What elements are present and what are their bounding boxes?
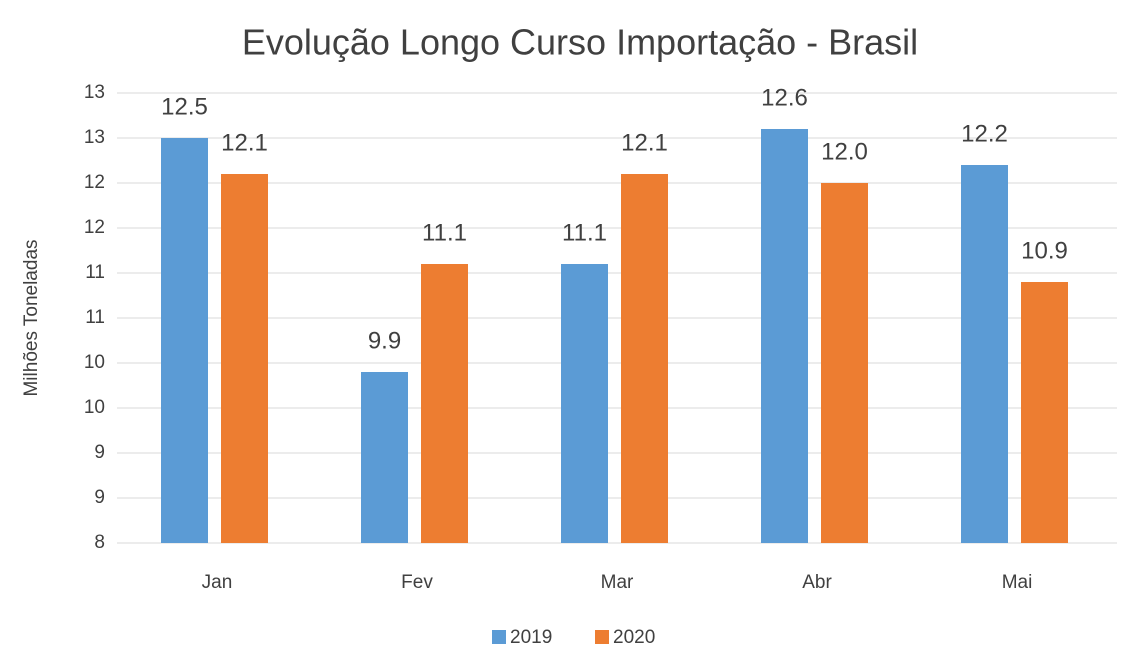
bar — [221, 174, 268, 543]
legend-label: 2020 — [613, 627, 655, 648]
y-tick-label: 11 — [85, 307, 105, 328]
bar — [821, 183, 868, 543]
bar — [161, 138, 208, 543]
y-tick-label: 10 — [84, 397, 105, 418]
value-label: 12.2 — [961, 120, 1008, 147]
legend-swatch — [595, 630, 609, 644]
y-tick-label: 9 — [94, 487, 105, 508]
bar — [761, 129, 808, 543]
chart-title: Evolução Longo Curso Importação - Brasil — [242, 22, 918, 63]
y-axis-label: Milhões Toneladas — [21, 239, 42, 396]
x-tick-label: Abr — [802, 572, 832, 593]
value-label: 12.6 — [761, 84, 808, 111]
value-label: 9.9 — [368, 327, 401, 354]
bar — [1021, 282, 1068, 543]
value-label: 11.1 — [562, 219, 607, 246]
y-tick-label: 12 — [84, 217, 105, 238]
y-tick-label: 11 — [85, 262, 105, 283]
x-tick-label: Mar — [601, 572, 634, 593]
bar — [361, 372, 408, 543]
x-tick-label: Fev — [401, 572, 433, 593]
y-tick-label: 8 — [94, 532, 105, 553]
value-label: 12.5 — [161, 93, 208, 120]
y-tick-label: 9 — [94, 442, 105, 463]
x-tick-label: Mai — [1002, 572, 1033, 593]
value-label: 12.1 — [221, 129, 268, 156]
y-tick-label: 13 — [84, 127, 105, 148]
value-label: 10.9 — [1021, 237, 1068, 264]
bar — [421, 264, 468, 543]
y-tick-label: 13 — [84, 82, 105, 103]
legend-swatch — [492, 630, 506, 644]
bar — [621, 174, 668, 543]
bar — [561, 264, 608, 543]
value-label: 12.1 — [621, 129, 668, 156]
bar — [961, 165, 1008, 543]
value-label: 11.1 — [422, 219, 467, 246]
x-tick-label: Jan — [202, 572, 233, 593]
value-label: 12.0 — [821, 138, 868, 165]
legend-label: 2019 — [510, 627, 552, 648]
y-tick-label: 10 — [84, 352, 105, 373]
y-tick-label: 12 — [84, 172, 105, 193]
